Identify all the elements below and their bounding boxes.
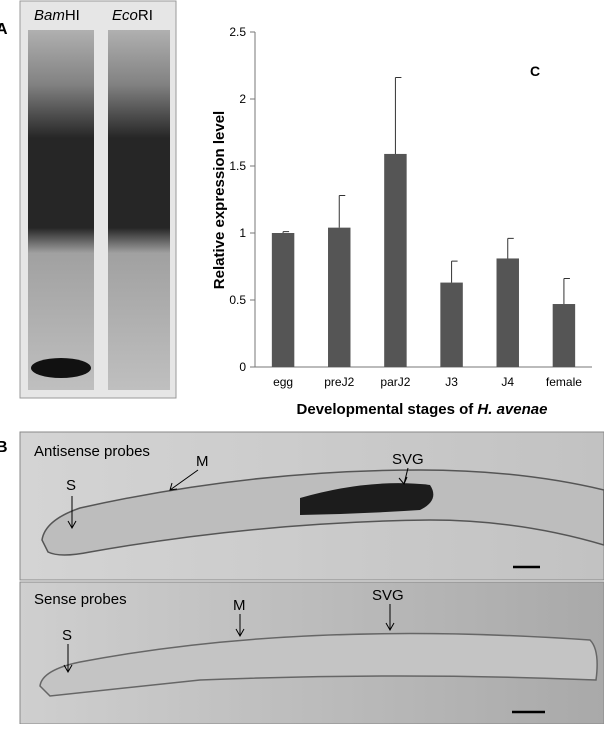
bar xyxy=(440,282,463,367)
x-tick-label: parJ2 xyxy=(380,375,410,389)
error-bar xyxy=(338,194,346,228)
panel-label: B xyxy=(0,439,8,456)
micrograph-title: Sense probes xyxy=(34,591,127,608)
error-bar xyxy=(394,77,402,154)
y-tick-label: 1 xyxy=(239,226,246,240)
panel-label: A xyxy=(0,21,8,38)
annotation: S xyxy=(62,627,72,644)
annotation: S xyxy=(66,477,76,494)
y-tick-label: 0 xyxy=(239,360,246,374)
bar xyxy=(384,153,407,367)
lane-label: EcoRI xyxy=(112,7,153,24)
x-tick-label: J3 xyxy=(445,375,458,389)
y-tick-label: 2.5 xyxy=(229,25,246,39)
chart: C Relative expression level Developmenta… xyxy=(211,25,592,418)
blot-lane xyxy=(28,30,94,390)
annotation: M xyxy=(233,597,246,614)
y-axis-label: Relative expression level xyxy=(211,111,228,289)
annotation: SVG xyxy=(392,451,424,468)
error-bar xyxy=(451,260,458,283)
blot-lane xyxy=(108,30,170,390)
y-tick-label: 0.5 xyxy=(229,293,246,307)
error-bar xyxy=(282,231,290,233)
y-tick-label: 2 xyxy=(239,92,246,106)
error-bar xyxy=(507,237,514,259)
x-axis-label: Developmental stages of H. avenae xyxy=(297,401,548,418)
stained-glands xyxy=(300,483,434,515)
blot-band xyxy=(31,358,91,378)
lane-label: BamHI xyxy=(34,7,80,24)
nematode xyxy=(39,632,598,697)
annotation: M xyxy=(196,453,209,470)
y-tick-label: 1.5 xyxy=(229,159,246,173)
bar xyxy=(271,233,295,367)
x-tick-label: female xyxy=(546,375,582,389)
bar xyxy=(328,227,351,367)
error-bar xyxy=(563,278,570,305)
x-tick-label: J4 xyxy=(501,375,514,389)
bar xyxy=(496,258,519,367)
x-tick-label: preJ2 xyxy=(324,375,354,389)
x-tick-label: egg xyxy=(273,375,293,389)
annotation: SVG xyxy=(372,587,404,604)
micrograph-title: Antisense probes xyxy=(34,443,150,460)
bar xyxy=(552,304,576,367)
arrows xyxy=(63,467,409,674)
panel-label: C xyxy=(530,63,540,79)
